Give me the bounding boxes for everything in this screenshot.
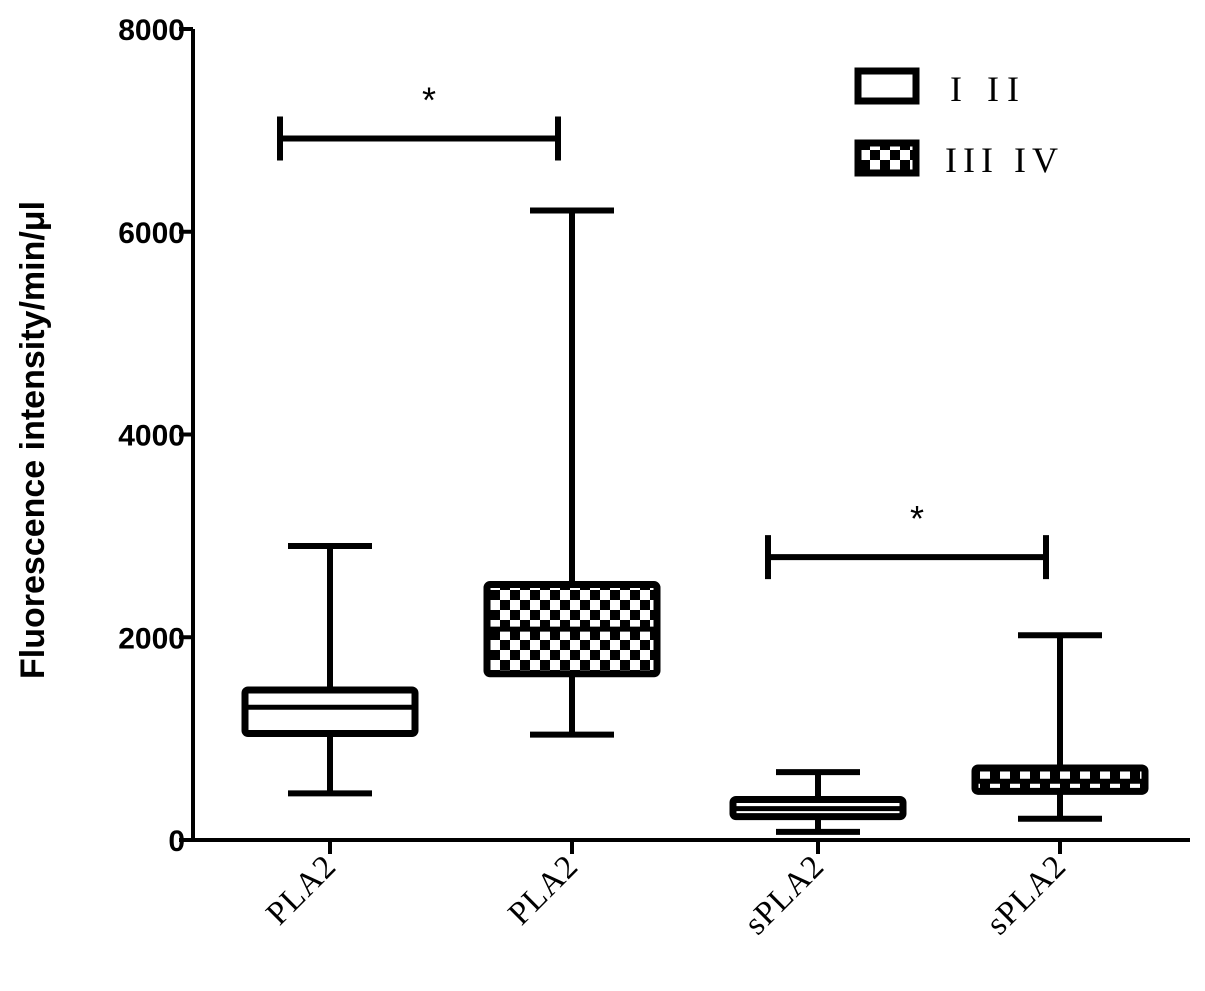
y-axis: 0 2000 4000 6000 8000 <box>118 14 195 858</box>
y-tick-label: 0 <box>168 825 185 858</box>
y-tick-label: 8000 <box>118 14 185 47</box>
significance-brackets: ** <box>277 79 1049 580</box>
category-label: PLA2 <box>260 848 344 932</box>
significance-bracket-2: * <box>765 498 1049 580</box>
box-plot-2 <box>483 207 661 738</box>
box-plot-1 <box>241 543 419 797</box>
category-label: sPLA2 <box>738 848 832 942</box>
category-label: sPLA2 <box>980 848 1074 942</box>
significance-star: * <box>422 79 436 120</box>
legend-swatch-open <box>854 67 920 105</box>
significance-bracket-1: * <box>277 79 561 161</box>
iqr-box <box>241 686 419 738</box>
x-axis: PLA2 PLA2 sPLA2 sPLA2 <box>193 838 1190 942</box>
box-plot-4 <box>971 632 1149 822</box>
legend-label-checkered: III IV <box>945 140 1064 180</box>
y-tick-label: 4000 <box>118 420 185 453</box>
legend-label-open: I II <box>950 69 1027 109</box>
y-axis-label: Fluorescence intensity/min/μl <box>14 201 52 679</box>
box-plot-3 <box>729 769 907 835</box>
legend: I II III IV <box>854 67 1064 180</box>
y-tick-label: 2000 <box>118 622 185 655</box>
x-ticks: PLA2 PLA2 sPLA2 sPLA2 <box>260 840 1074 942</box>
boxes <box>241 207 1149 835</box>
category-label: PLA2 <box>502 848 586 932</box>
y-ticks: 0 2000 4000 6000 8000 <box>118 14 193 858</box>
significance-star: * <box>910 498 924 539</box>
legend-swatch-checkered <box>854 139 920 177</box>
y-tick-label: 6000 <box>118 217 185 250</box>
